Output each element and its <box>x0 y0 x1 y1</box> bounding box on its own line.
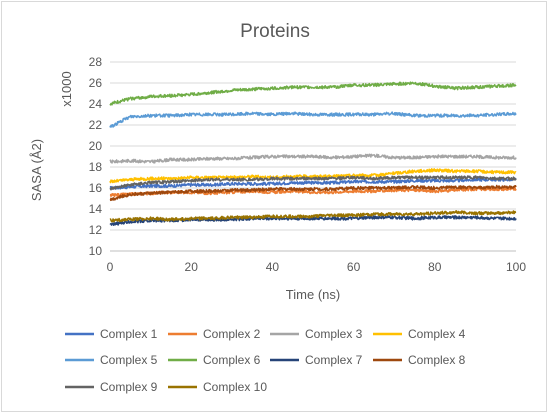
legend-label: Complex 5 <box>100 353 158 367</box>
y-tick-label: 14 <box>89 202 103 216</box>
x-tick-label: 60 <box>347 260 361 274</box>
legend: Complex 1 Complex 2 Complex 3 Complex 4 Comp… <box>65 327 466 394</box>
legend-label: Complex 2 <box>203 327 261 341</box>
legend-label: Complex 6 <box>203 353 261 367</box>
x-tick-label: 40 <box>266 260 280 274</box>
series-line-8 <box>109 184 517 202</box>
y-tick-label: 16 <box>89 181 103 195</box>
legend-label: Complex 7 <box>305 353 363 367</box>
legend-label: Complex 4 <box>408 327 466 341</box>
legend-label: Complex 10 <box>203 380 267 394</box>
series-line-3 <box>109 153 517 164</box>
axes: 10 12 14 16 18 20 22 24 26 28 0 20 40 60 80 100 <box>89 55 527 274</box>
x-tick-label: 100 <box>506 260 526 274</box>
x-tick-label: 80 <box>428 260 442 274</box>
y-tick-label: 24 <box>89 97 103 111</box>
series-line-1 <box>109 177 517 191</box>
x-axis-title: Time (ns) <box>286 287 340 302</box>
series-line-4 <box>109 168 517 184</box>
legend-label: Complex 3 <box>305 327 363 341</box>
series-line-10 <box>109 210 517 223</box>
y-tick-label: 12 <box>89 223 103 237</box>
legend-label: Complex 8 <box>408 353 466 367</box>
series-line-9 <box>109 175 517 191</box>
series-line-7 <box>109 215 517 226</box>
y-multiplier-label: x1000 <box>59 71 74 106</box>
y-tick-label: 22 <box>89 118 103 132</box>
y-tick-label: 26 <box>89 76 103 90</box>
x-tick-label: 0 <box>107 260 114 274</box>
legend-label: Complex 9 <box>100 380 158 394</box>
plot-series <box>109 81 517 226</box>
chart-title: Proteins <box>240 21 310 42</box>
series-line-5 <box>109 111 517 128</box>
series-line-6 <box>109 81 517 106</box>
y-tick-label: 10 <box>89 244 103 258</box>
y-tick-label: 20 <box>89 139 103 153</box>
y-tick-label: 18 <box>89 160 103 174</box>
y-axis-title: SASA (Å2) <box>29 139 44 201</box>
x-tick-label: 20 <box>185 260 199 274</box>
y-tick-label: 28 <box>89 55 103 69</box>
legend-label: Complex 1 <box>100 327 158 341</box>
